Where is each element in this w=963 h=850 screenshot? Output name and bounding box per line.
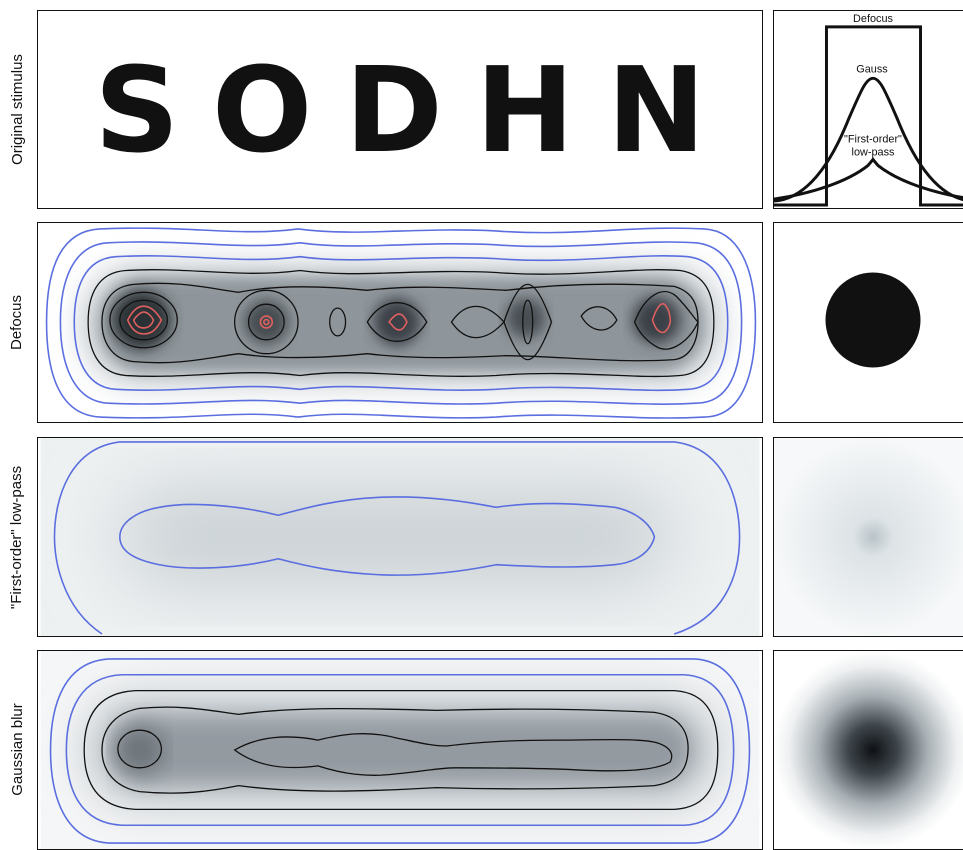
gauss-profile-curve [774,76,963,203]
row-label-gaussian-text: Gaussian blur [8,702,26,796]
row-label-defocus-text: Defocus [8,294,26,350]
defocus-profile-curve [774,25,963,207]
profile-panel: Defocus Gauss "First-order" low-pass [773,10,963,209]
defocus-outer-contours [45,227,757,419]
letter-o: O [211,40,313,179]
profile-svg: Defocus Gauss "First-order" low-pass [774,13,963,207]
first-order-contours [53,441,741,635]
defocus-kernel-panel [773,222,963,423]
defocus-inner-contours [87,269,715,378]
row-label-original: Original stimulus [0,10,34,208]
gaussian-kernel-panel [773,650,963,850]
letter-d: D [344,40,443,179]
row-label-first-order-text: "First-order" low-pass [8,465,26,609]
first-order-profile-label-1: "First-order" [844,134,902,146]
defocus-peak-contours [126,303,672,335]
defocus-panel [37,222,763,423]
first-order-blur-field [119,492,675,582]
gaussian-kernel-fill [774,651,963,849]
defocus-blur-field [80,262,724,387]
first-order-panel [37,437,763,637]
gaussian-kernel-svg [774,651,963,849]
stimulus-letters: S O D H N [38,11,762,208]
row-label-original-text: Original stimulus [8,53,26,165]
original-stimulus-panel: S O D H N [37,10,763,209]
gaussian-blur-field [80,690,724,810]
gaussian-outer-contours [49,658,751,844]
row-label-first-order: "First-order" low-pass [0,437,34,637]
defocus-contour-svg [45,227,757,419]
gauss-profile-label: Gauss [856,63,888,75]
defocus-kernel-svg [825,272,921,368]
letter-h: H [475,40,575,179]
first-order-profile-curve [774,157,963,201]
first-order-kernel-svg [774,438,963,636]
defocus-profile-label: Defocus [853,13,893,25]
first-order-kernel-fill [774,438,963,636]
row-label-gaussian: Gaussian blur [0,650,34,848]
gaussian-contour-svg [40,651,760,849]
defocus-kernel-disk [825,272,921,368]
letter-n: N [606,40,706,179]
row-label-defocus: Defocus [0,222,34,422]
first-order-kernel-panel [773,437,963,637]
first-order-contour-svg [40,438,760,636]
first-order-profile-label-2: low-pass [852,147,895,159]
gaussian-inner-contours [83,689,719,811]
letter-s: S [94,40,180,179]
gaussian-panel [37,650,763,850]
